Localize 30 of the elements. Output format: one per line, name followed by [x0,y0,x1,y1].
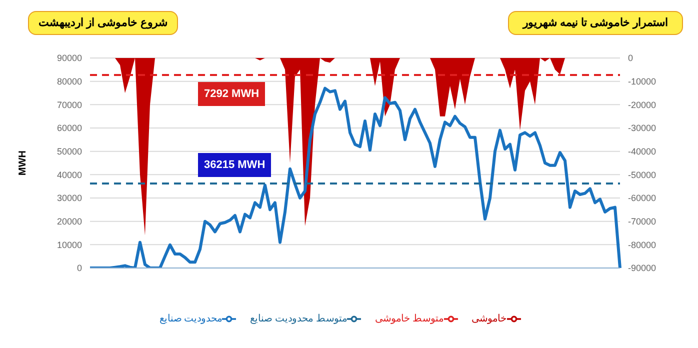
annotation: 7292 MWH [198,82,266,106]
y2-tick-label: -80000 [628,240,656,250]
y-tick-label: 30000 [56,193,82,204]
y2-tick-label: -90000 [628,263,656,274]
y-tick-label: 20000 [56,216,82,227]
y2-tick-label: -10000 [628,76,656,87]
y2-tick-label: -50000 [628,170,656,180]
y-axis-title: MWH [18,150,29,176]
legend-label: محدودیت صنایع [159,314,222,325]
y-tick-label: 50000 [56,146,82,157]
y2-tick-label: -60000 [628,193,656,204]
text: استمرار خاموشی تا نیمه شهریور [508,11,683,35]
y2-tick-label: -70000 [628,216,656,227]
y2-tick-label: -40000 [628,146,656,157]
y2-tick-label: -20000 [628,100,656,110]
text: شروع خاموشی از اردیبهشت [28,11,178,35]
legend-label: متوسط خاموشی [374,314,444,325]
y-tick-label: 0 [76,263,82,274]
y-tick-label: 70000 [56,100,82,110]
y-tick-label: 90000 [56,53,82,64]
y2-tick-label: 0 [628,53,634,64]
annotation: 36215 MWH [198,153,272,178]
y2-tick-label: -30000 [628,123,656,134]
y-tick-label: 40000 [56,170,82,180]
legend-label: خاموشی [472,314,507,325]
y-tick-label: 80000 [56,76,82,87]
y-tick-label: 10000 [56,240,82,250]
legend-label: متوسط محدودیت صنایع [250,314,347,325]
y-tick-label: 60000 [56,123,82,134]
line-series [88,86,622,268]
